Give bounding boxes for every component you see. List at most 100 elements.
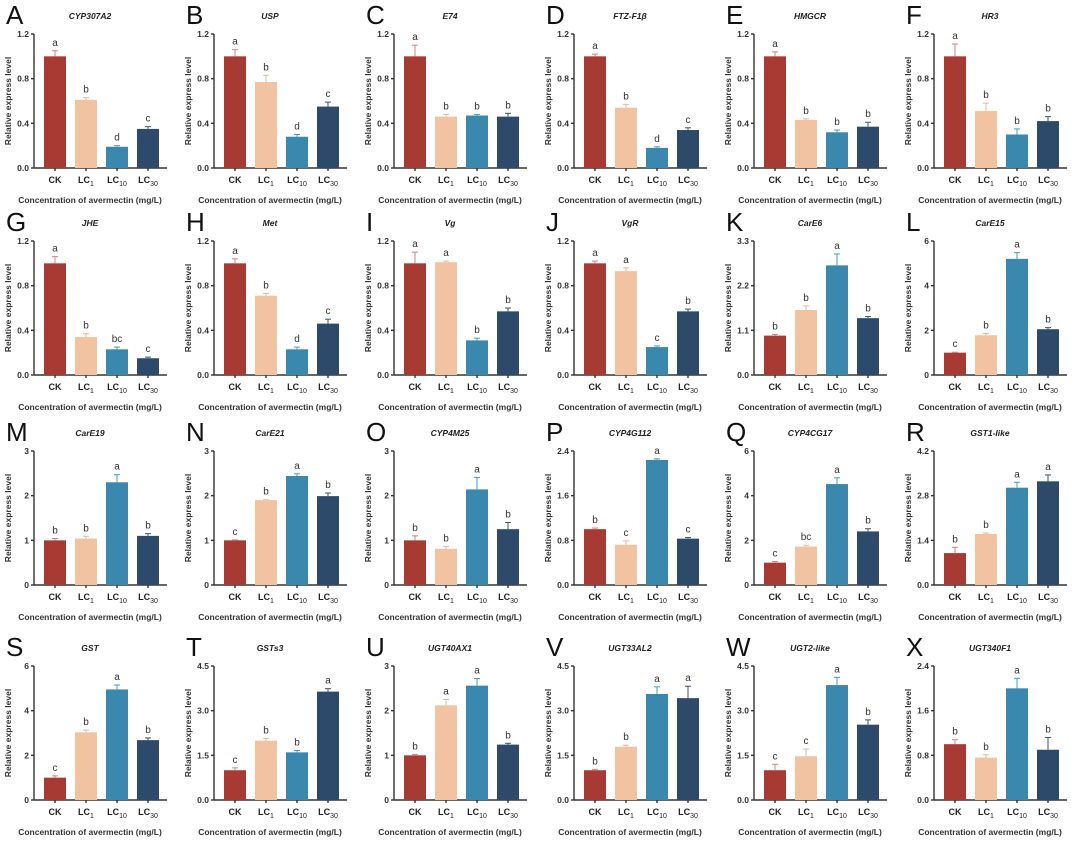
significance-label: b: [263, 725, 269, 736]
significance-label: b: [834, 117, 840, 128]
y-tick-label: 1: [384, 535, 389, 545]
bar-lc10: [466, 489, 488, 585]
panel-w: W UGT2-like 0.0 1.5 3.0 4.5 Relative express l…: [723, 632, 887, 837]
x-tick-label: LC1: [258, 175, 274, 188]
x-tick-label: LC10: [647, 382, 667, 395]
significance-label: b: [505, 730, 511, 741]
significance-label: b: [145, 521, 151, 532]
significance-label: a: [654, 674, 660, 685]
y-tick-label: 1.2: [917, 29, 929, 39]
bar-ck: [44, 777, 66, 800]
x-tick-label: CK: [589, 592, 602, 602]
x-tick-label: LC1: [258, 382, 274, 395]
x-tick-label: CK: [769, 592, 782, 602]
y-axis-label: Relative express level: [723, 264, 733, 352]
x-tick-label: LC30: [858, 807, 878, 820]
significance-label: b: [412, 523, 418, 534]
significance-label: b: [325, 480, 331, 491]
bar-lc30: [1037, 481, 1059, 585]
y-tick-label: 0.0: [917, 795, 929, 805]
panel-letter: T: [186, 632, 202, 662]
significance-label: c: [804, 736, 809, 747]
x-tick-label: CK: [229, 175, 242, 185]
significance-label: b: [83, 717, 89, 728]
y-tick-label: 1.2: [377, 29, 389, 39]
panel-x: X UGT340F1 0.0 0.8 1.6 2.4 Relative express le…: [903, 632, 1067, 837]
bar-lc10: [466, 685, 488, 800]
bar-lc1: [435, 548, 457, 585]
bar-lc30: [677, 698, 699, 800]
x-tick-label: LC1: [798, 807, 814, 820]
panel-letter: J: [546, 207, 559, 237]
y-tick-label: 0.0: [197, 795, 209, 805]
x-tick-label: LC30: [498, 382, 518, 395]
y-tick-label: 2.4: [917, 661, 929, 671]
x-tick-label: CK: [409, 807, 422, 817]
significance-label: d: [114, 133, 120, 144]
x-tick-label: LC30: [318, 592, 338, 605]
significance-label: a: [623, 255, 629, 266]
bar-lc30: [677, 538, 699, 585]
significance-label: c: [146, 114, 151, 125]
y-axis-label: Relative express level: [363, 689, 373, 777]
y-axis-label: Relative express level: [723, 474, 733, 562]
bar-lc10: [466, 340, 488, 375]
y-tick-label: 1.1: [737, 325, 749, 335]
y-axis-label: Relative express level: [3, 689, 13, 777]
panel-o: O CYP4M25 0 1 2 3 Relative express level b CK b LC…: [363, 417, 527, 622]
y-tick-label: 0.8: [557, 281, 569, 291]
bar-ck: [944, 744, 966, 800]
gene-title: Vg: [445, 218, 457, 228]
x-tick-label: LC30: [498, 807, 518, 820]
x-tick-label: CK: [229, 807, 242, 817]
bar-lc1: [75, 99, 97, 168]
x-axis-label: Concentration of avermectin (mg/L): [738, 402, 882, 412]
bar-lc1: [615, 271, 637, 375]
x-tick-label: CK: [589, 382, 602, 392]
y-tick-label: 0.4: [197, 325, 209, 335]
bar-ck: [584, 263, 606, 375]
x-axis-label: Concentration of avermectin (mg/L): [558, 402, 702, 412]
panel-e: E HMGCR 0.0 0.4 0.8 1.2 Relative express level…: [723, 0, 887, 205]
bar-lc1: [795, 310, 817, 375]
bar-lc10: [106, 349, 128, 375]
significance-label: d: [294, 122, 300, 133]
gene-title: CarE21: [255, 428, 285, 438]
x-axis-label: Concentration of avermectin (mg/L): [918, 612, 1062, 622]
significance-label: a: [52, 244, 58, 255]
x-tick-label: LC10: [1007, 175, 1027, 188]
bar-lc1: [435, 262, 457, 375]
bar-ck: [224, 770, 246, 800]
significance-label: b: [1014, 116, 1020, 127]
x-tick-label: LC30: [858, 175, 878, 188]
bar-lc10: [1006, 487, 1028, 585]
bar-lc1: [615, 544, 637, 585]
x-tick-label: LC10: [647, 592, 667, 605]
panel-letter: V: [546, 632, 564, 662]
panel-k: K CarE6 0.0 1.1 2.2 3.3 Relative express level…: [723, 207, 887, 412]
panel-letter: Q: [726, 417, 746, 447]
x-tick-label: LC1: [978, 382, 994, 395]
x-axis-label: Concentration of avermectin (mg/L): [558, 195, 702, 205]
y-tick-label: 0.8: [17, 74, 29, 84]
bar-lc1: [435, 705, 457, 800]
y-tick-label: 0.4: [737, 118, 749, 128]
y-tick-label: 0.4: [557, 118, 569, 128]
y-tick-label: 2: [924, 325, 929, 335]
x-tick-label: CK: [949, 592, 962, 602]
gene-title: GST: [81, 643, 99, 653]
panel-letter: F: [906, 0, 922, 30]
panel-letter: C: [366, 0, 385, 30]
y-axis-label: Relative express level: [723, 689, 733, 777]
significance-label: b: [623, 91, 629, 102]
significance-label: b: [1045, 104, 1051, 115]
x-tick-label: LC30: [498, 175, 518, 188]
panel-letter: S: [6, 632, 23, 662]
y-tick-label: 1.5: [737, 750, 749, 760]
bar-lc10: [1006, 688, 1028, 800]
x-tick-label: CK: [409, 175, 422, 185]
y-tick-label: 0.8: [557, 535, 569, 545]
y-axis-label: Relative express level: [363, 57, 373, 145]
significance-label: a: [443, 687, 449, 698]
x-tick-label: LC1: [438, 382, 454, 395]
